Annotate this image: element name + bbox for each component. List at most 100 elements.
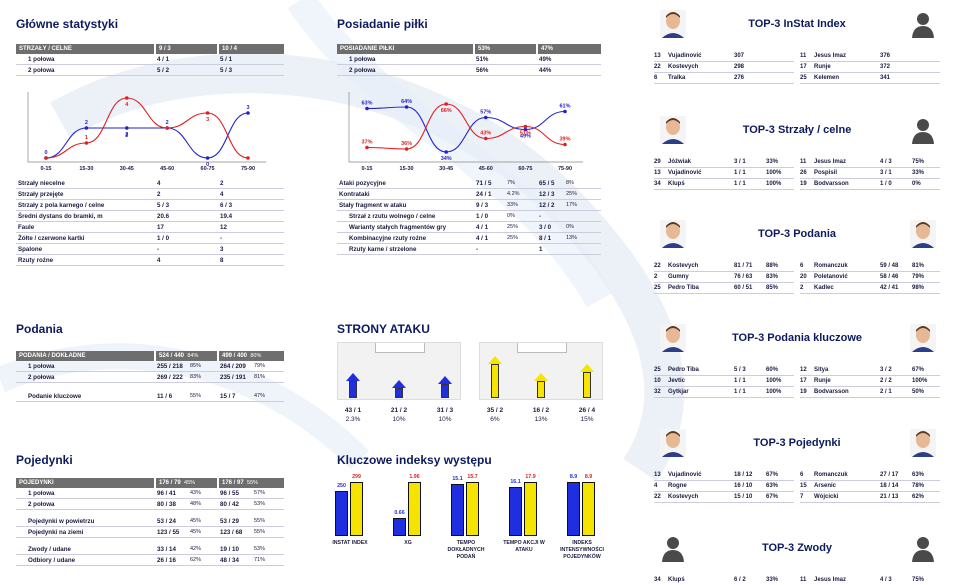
key-index-bar-b bbox=[408, 482, 421, 536]
team-b-value: 80 / 42 bbox=[220, 501, 239, 508]
top3-player-row: 25 Pedro Tiba 5 / 3 60% bbox=[654, 366, 794, 376]
row-label: Podanie kluczowe bbox=[28, 393, 82, 400]
row-label: Pojedynki na ziemi bbox=[28, 529, 84, 536]
key-index-bar-b bbox=[350, 482, 363, 536]
player-number: 25 bbox=[654, 285, 661, 291]
team-b-value: 2 bbox=[220, 180, 224, 187]
row-label: 2 połowa bbox=[349, 67, 376, 74]
extra-data-label: 2 bbox=[125, 133, 128, 139]
player-value: 16 / 10 bbox=[734, 483, 753, 489]
row-label: Kombinacyjne rzuty rożne bbox=[349, 235, 427, 242]
key-index-value-a: 16.1 bbox=[510, 479, 521, 485]
player-pct: 0% bbox=[912, 181, 921, 187]
table-row: Rzuty rożne 4 8 bbox=[16, 255, 284, 266]
attack-side-pct: 13% bbox=[534, 416, 548, 423]
player-value: 18 / 12 bbox=[734, 472, 753, 478]
player-value: 76 / 63 bbox=[734, 274, 753, 280]
series-line-0 bbox=[45, 112, 249, 159]
player-number: 11 bbox=[800, 577, 807, 583]
team-a-value: 71 / 5 bbox=[476, 180, 492, 187]
player-number: 19 bbox=[800, 389, 807, 395]
player-pct: 33% bbox=[912, 170, 925, 176]
table-row: Średni dystans do bramki, m 20.6 19.4 bbox=[16, 211, 284, 222]
player-name: Vujadinović bbox=[668, 53, 702, 59]
main-stats-table: STRZAŁY / CELNE 9 / 3 10 / 4 1 połowa 4 /… bbox=[16, 44, 284, 76]
team-a-value: 1 / 0 bbox=[476, 213, 489, 220]
player-pct: 100% bbox=[912, 378, 928, 384]
row-label: Rzuty rożne bbox=[18, 257, 54, 264]
player-pct: 100% bbox=[766, 170, 782, 176]
series-0-point bbox=[84, 126, 89, 130]
attack-side-bar bbox=[349, 381, 357, 398]
row-label: Średni dystans do bramki, m bbox=[18, 213, 103, 220]
team-a-pct: 25% bbox=[507, 224, 519, 230]
player-value: 1 / 1 bbox=[734, 170, 746, 176]
attack-arrow-icon bbox=[534, 373, 548, 381]
player-value: 2 / 2 bbox=[880, 378, 892, 384]
series-0-data-label: 3 bbox=[246, 105, 249, 111]
passes-table: PODANIA / DOKŁADNE 524 / 440 84% 499 / 4… bbox=[16, 351, 284, 402]
player-pct: 79% bbox=[912, 274, 925, 280]
series-0-point bbox=[246, 111, 250, 115]
series-0-point bbox=[205, 156, 210, 160]
key-index-bar-a bbox=[509, 487, 522, 536]
player-silhouette-icon bbox=[910, 10, 936, 38]
row-label: Warianty stałych fragmentów gry bbox=[349, 224, 447, 231]
passes-title: Podania bbox=[16, 322, 63, 336]
team-a-value: 24 / 1 bbox=[476, 191, 492, 198]
player-name: Jesus Imaz bbox=[814, 53, 847, 59]
x-tick-label: 0-15 bbox=[361, 166, 372, 172]
team-b-value: 48 / 34 bbox=[220, 557, 239, 564]
player-name: Tralka bbox=[668, 75, 686, 81]
table-row: Ataki pozycyjne 71 / 5 7% 65 / 5 8% bbox=[337, 178, 601, 189]
team-b-value: 44% bbox=[539, 67, 552, 74]
attack-side-bar bbox=[491, 364, 499, 398]
team-b-value: 53 / 29 bbox=[220, 518, 239, 525]
player-photo bbox=[660, 116, 686, 144]
top3-player-row: 4 Rogne 16 / 10 63% bbox=[654, 482, 794, 492]
player-number: 34 bbox=[654, 181, 661, 187]
top3-player-row: 2 Gumny 76 / 63 83% bbox=[654, 273, 794, 283]
player-photo bbox=[910, 324, 936, 352]
key-index-value-a: 250 bbox=[337, 483, 346, 489]
player-number: 13 bbox=[654, 53, 661, 59]
team-b-value: 3 / 0 bbox=[539, 224, 552, 231]
key-index-value-b: 299 bbox=[352, 474, 361, 480]
player-photo bbox=[660, 429, 686, 457]
series-1-data-label: 43% bbox=[480, 131, 491, 137]
player-pct: 100% bbox=[766, 181, 782, 187]
team-a-value: 9 / 3 bbox=[476, 202, 489, 209]
row-label: Pojedynki w powietrzu bbox=[28, 518, 95, 525]
player-name: Wójcicki bbox=[814, 494, 839, 500]
table-row: Kombinacyjne rzuty rożne 4 / 1 25% 8 / 1 13% bbox=[337, 233, 601, 244]
top3-player-row: 17 Runje 372 bbox=[800, 63, 940, 73]
top3-player-row: 11 Jesus Imaz 4 / 3 75% bbox=[800, 158, 940, 168]
key-index-value-a: 0.66 bbox=[394, 510, 405, 516]
top3-player-row: 34 Klupś 6 / 2 33% bbox=[654, 576, 794, 585]
team-b-value: 19 / 10 bbox=[220, 546, 239, 553]
player-value: 60 / 51 bbox=[734, 285, 753, 291]
attack-side-value: 35 / 2 bbox=[486, 407, 504, 414]
player-number: 15 bbox=[800, 483, 807, 489]
player-name: Gytkjar bbox=[668, 389, 689, 395]
series-1-point bbox=[523, 124, 528, 129]
team-a-pct: 0% bbox=[507, 213, 515, 219]
series-1-data-label: 66% bbox=[441, 108, 452, 114]
player-name: Jóźwiak bbox=[668, 159, 692, 165]
attack-side-value: 16 / 2 bbox=[532, 407, 550, 414]
team-a-pct: 43% bbox=[190, 490, 202, 496]
team-b-pct: 53% bbox=[254, 501, 266, 507]
top3-player-row: 13 Vujadinović 18 / 12 67% bbox=[654, 471, 794, 481]
player-photo bbox=[910, 429, 936, 457]
x-tick-label: 30-45 bbox=[120, 166, 134, 172]
chart-axis bbox=[348, 92, 583, 163]
team-a-value: 53 / 24 bbox=[157, 518, 176, 525]
team-b-value: 1 bbox=[539, 246, 543, 253]
row-label: 1 połowa bbox=[349, 56, 376, 63]
possession-table: POSIADANIE PIŁKI 53% 47% 1 połowa 51% 49% 2… bbox=[337, 44, 601, 76]
x-tick-label: 45-60 bbox=[479, 166, 493, 172]
top3-title: TOP-3 Podania bbox=[757, 228, 837, 240]
team-b-value: 8 / 1 bbox=[539, 235, 552, 242]
player-name: Sitya bbox=[814, 367, 829, 373]
key-index-label: TEMPO DOKŁADNYCH PODAŃ bbox=[447, 540, 485, 560]
